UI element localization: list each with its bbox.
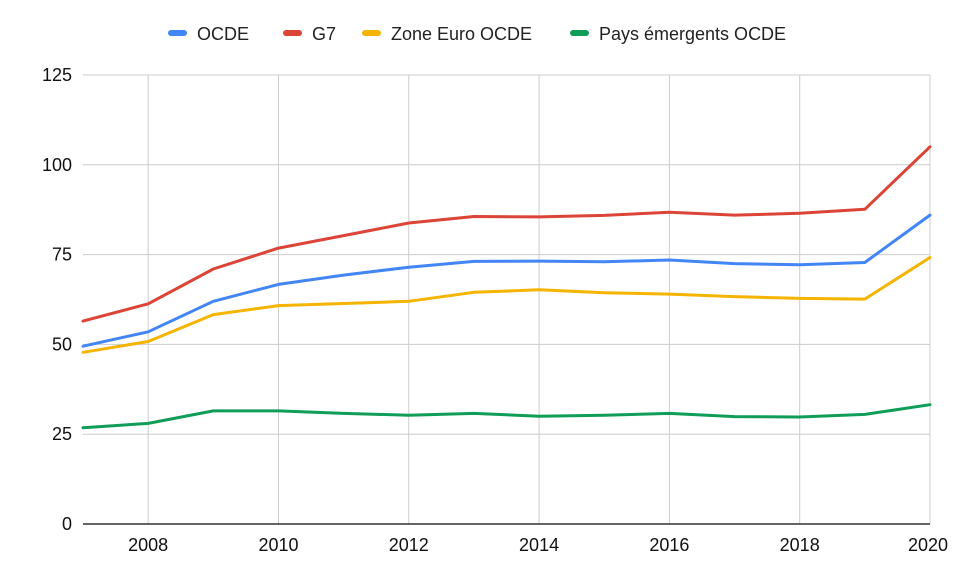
x-tick-label: 2020 (908, 535, 948, 555)
y-tick-label: 100 (42, 155, 72, 175)
y-tick-label: 50 (52, 334, 72, 354)
x-axis-ticks: 2008 2010 2012 2014 2016 2018 2020 (128, 535, 948, 555)
gridlines (83, 74, 931, 524)
legend-swatch (570, 30, 589, 36)
x-tick-label: 2014 (519, 535, 559, 555)
series-line-1 (81, 145, 932, 323)
legend-label: Zone Euro OCDE (391, 24, 532, 44)
series-line-0 (81, 213, 932, 348)
x-tick-label: 2018 (780, 535, 820, 555)
y-axis-ticks: 0 25 50 75 100 125 (42, 65, 72, 534)
legend-swatch (362, 30, 381, 36)
legend-swatch (168, 30, 187, 36)
legend-swatch (283, 30, 302, 36)
legend-label: Pays émergents OCDE (599, 24, 786, 44)
x-tick-label: 2012 (389, 535, 429, 555)
legend-label: G7 (312, 24, 336, 44)
y-tick-label: 125 (42, 65, 72, 85)
legend-item: Pays émergents OCDE (570, 24, 786, 44)
y-tick-label: 0 (62, 514, 72, 534)
x-tick-label: 2008 (128, 535, 168, 555)
legend-item: Zone Euro OCDE (362, 24, 532, 44)
series-line-3 (81, 403, 932, 430)
legend-label: OCDE (197, 24, 249, 44)
series-lines (81, 145, 932, 430)
legend-item: OCDE (168, 24, 249, 44)
series-line-2 (81, 256, 932, 354)
x-tick-label: 2010 (258, 535, 298, 555)
y-tick-label: 25 (52, 424, 72, 444)
legend: OCDE G7 Zone Euro OCDE Pays émergents OCDE (168, 24, 786, 44)
y-tick-label: 75 (52, 245, 72, 265)
x-tick-label: 2016 (649, 535, 689, 555)
legend-item: G7 (283, 24, 336, 44)
